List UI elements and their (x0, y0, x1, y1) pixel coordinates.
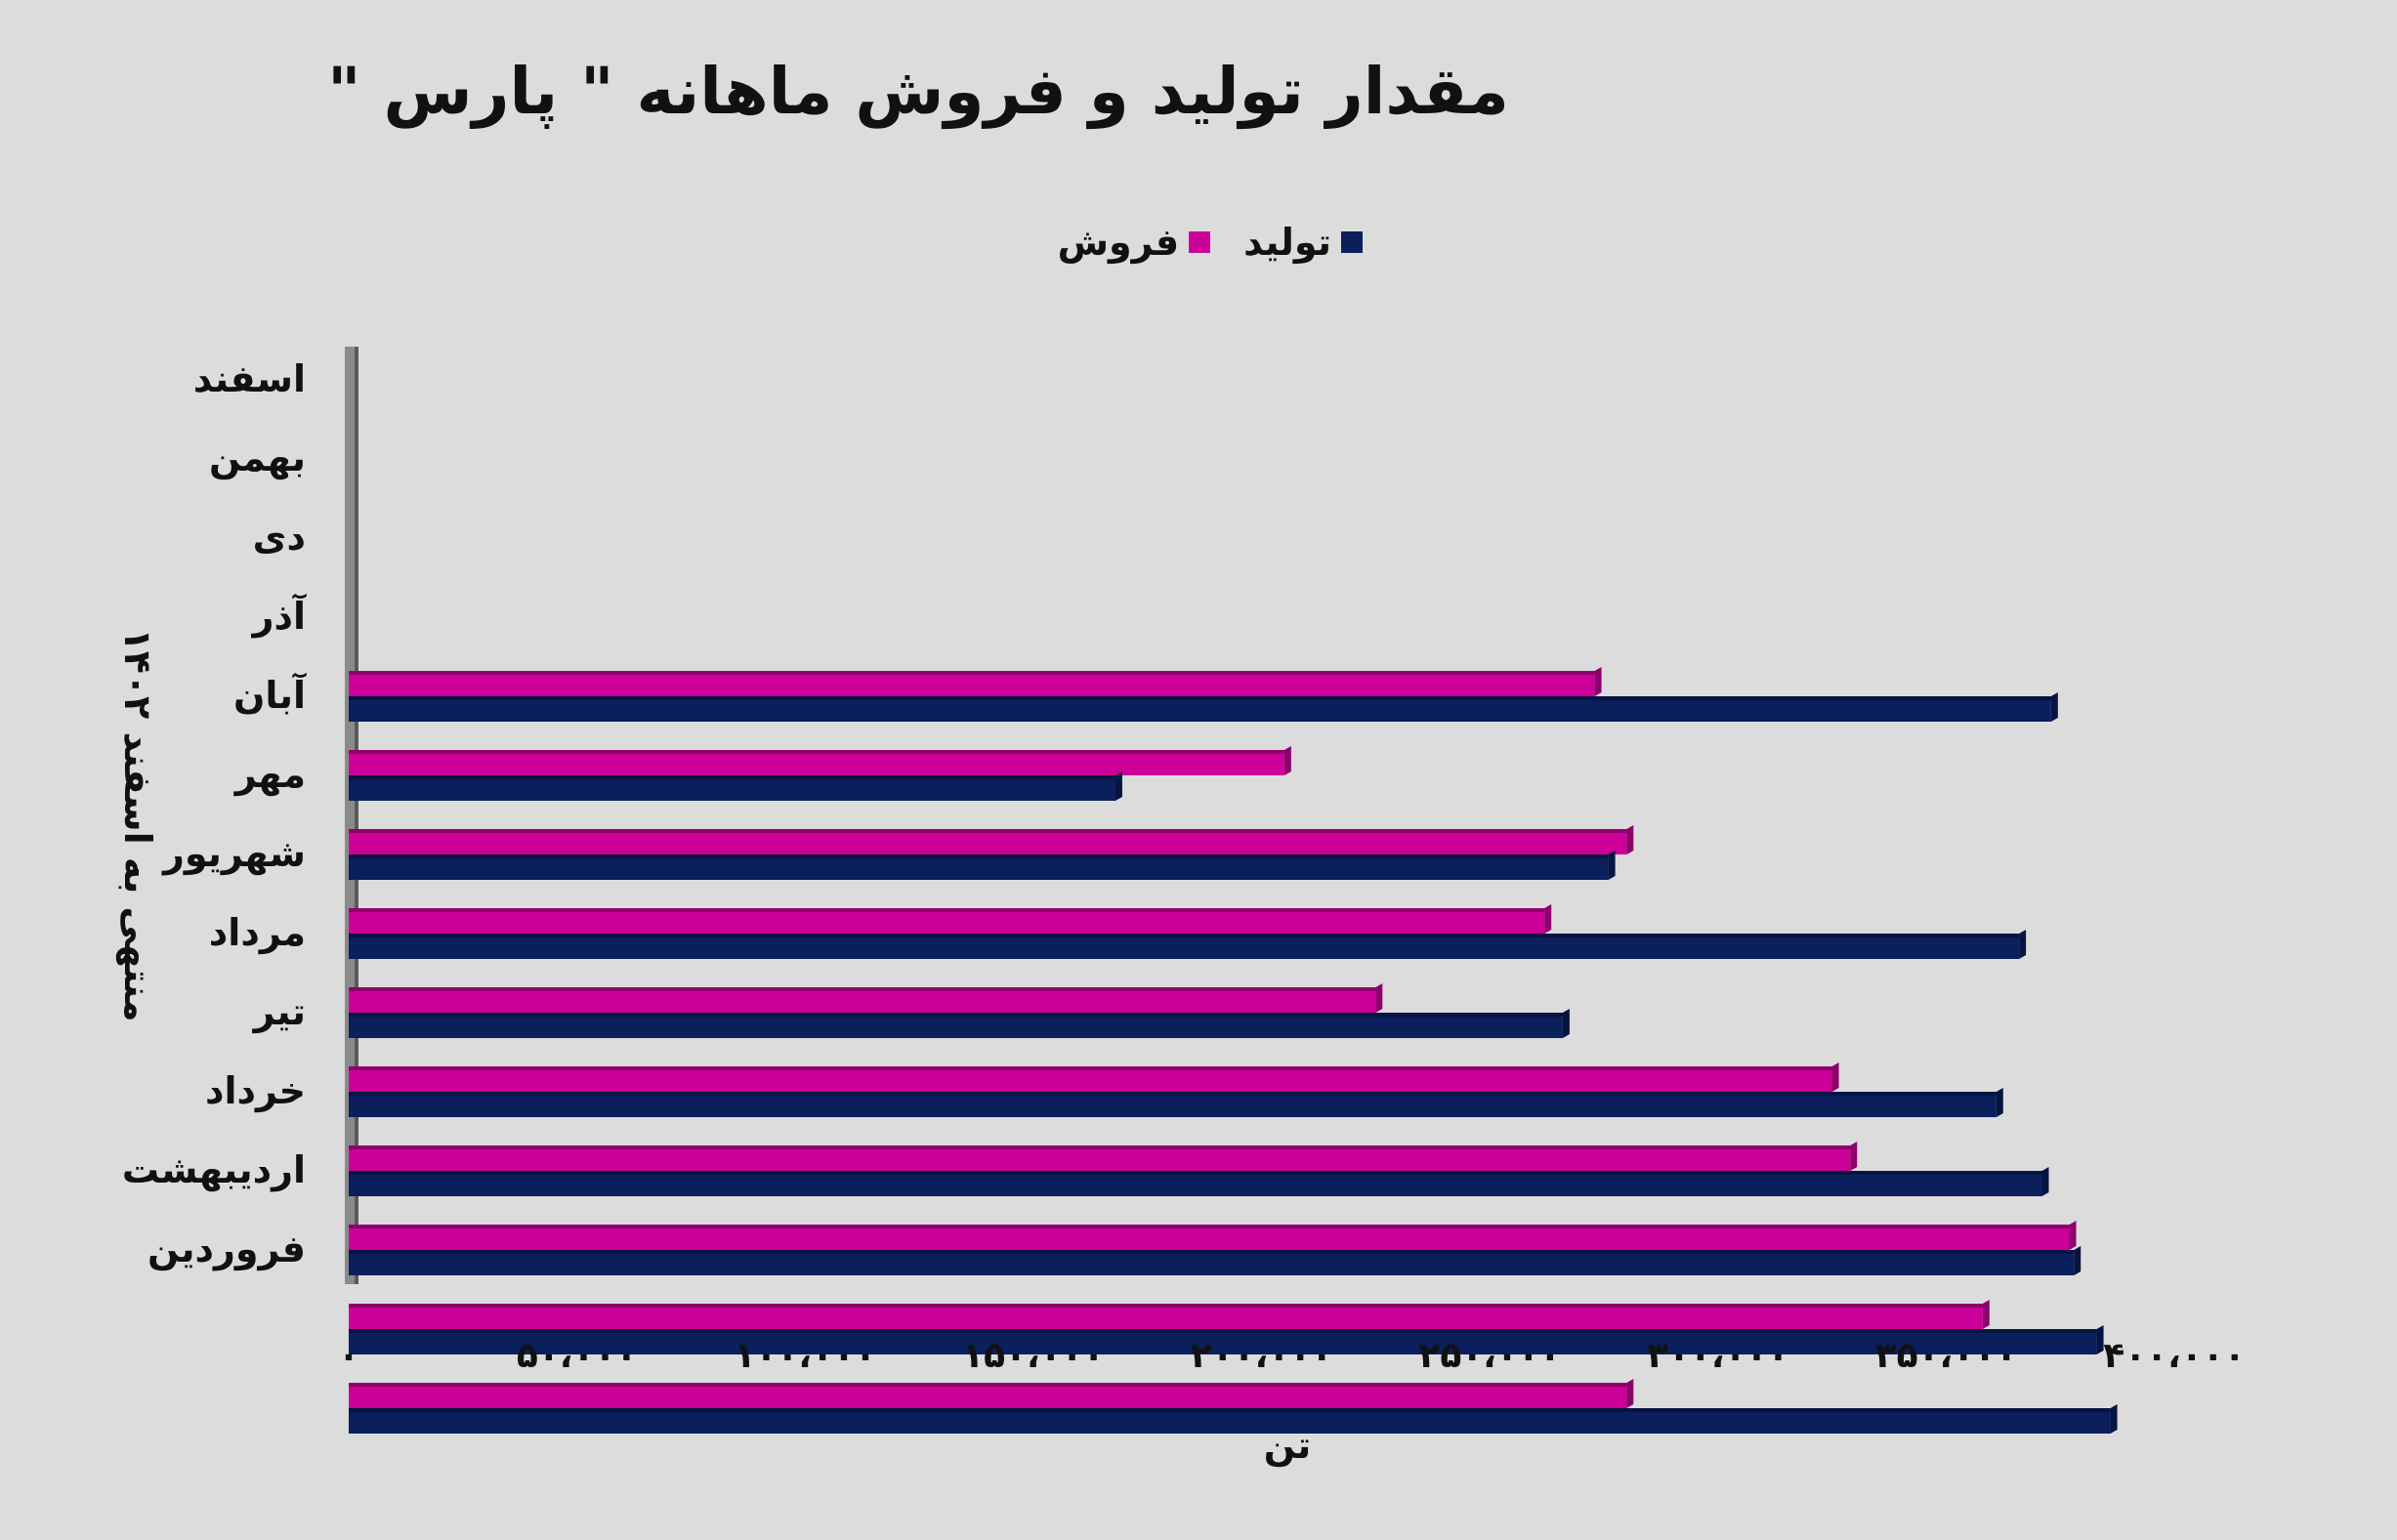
x-tick-label: ۱۰۰،۰۰۰ (734, 1336, 876, 1376)
legend-label-sales: فروش (1057, 221, 1180, 264)
legend-label-production: تولید (1243, 221, 1331, 264)
legend: تولید فروش (1050, 213, 1363, 271)
bar-sales-7 (349, 1062, 1839, 1092)
category-label: اردیبهشت (122, 1148, 306, 1191)
legend-item-sales: فروش (1058, 221, 1211, 264)
bar-sales-4 (349, 825, 1634, 854)
bar-sales-5 (349, 904, 1552, 934)
axis-wall (345, 347, 358, 1284)
category-label: مرداد (209, 911, 306, 954)
category-label: شهریور (161, 832, 306, 875)
bar-sales-2 (349, 667, 1602, 696)
bar-production-11 (349, 1404, 2118, 1434)
x-tick-label: ۴۰۰،۰۰۰ (2103, 1336, 2246, 1376)
bar-sales-11 (349, 1379, 1634, 1408)
x-tick-label: ۳۰۰،۰۰۰ (1647, 1336, 1789, 1376)
category-label: تیر (252, 990, 306, 1033)
bar-production-6 (349, 1009, 1570, 1038)
x-tick-labels: ۰ ۵۰،۰۰۰ ۱۰۰،۰۰۰ ۱۵۰،۰۰۰ ۲۰۰،۰۰۰ ۲۵۰،۰۰۰ ۳۰۰،۰… (338, 1336, 2246, 1376)
category-labels: اسفند بهمن دی آذر آبان مهر شهریور مرداد تیر خرداد… (122, 357, 307, 1271)
category-label: خرداد (205, 1069, 306, 1112)
bar-sales-3 (349, 746, 1291, 775)
bar-sales-9 (349, 1221, 2077, 1250)
bar-production-10 (349, 1325, 2104, 1354)
bar-production-2 (349, 692, 2058, 722)
category-label: فروردین (147, 1228, 306, 1271)
bar-sales-10 (349, 1300, 1990, 1329)
category-label: آبان (233, 672, 307, 717)
category-label: مهر (233, 753, 306, 796)
chart-title: مقدار تولید و فروش ماهانه " پارس " (327, 54, 1509, 129)
x-tick-label: ۱۵۰،۰۰۰ (962, 1336, 1105, 1376)
bar-production-7 (349, 1088, 2003, 1117)
legend-swatch-production (1341, 231, 1363, 253)
bars-group (349, 667, 2118, 1434)
x-tick-label: ۰ (338, 1336, 359, 1376)
axis-wall-face (345, 347, 355, 1284)
bar-sales-8 (349, 1142, 1858, 1171)
x-tick-label: ۲۰۰،۰۰۰ (1191, 1336, 1333, 1376)
legend-swatch-sales (1189, 231, 1211, 253)
bar-sales-6 (349, 983, 1383, 1013)
x-tick-label: ۵۰،۰۰۰ (517, 1336, 638, 1376)
x-axis-title: تن (1264, 1424, 1311, 1467)
bar-production-4 (349, 851, 1616, 880)
x-tick-label: ۳۵۰،۰۰۰ (1875, 1336, 2018, 1376)
bar-production-8 (349, 1167, 2049, 1196)
legend-item-production: تولید (1243, 221, 1363, 264)
bar-production-3 (349, 771, 1122, 801)
bar-production-9 (349, 1246, 2082, 1275)
axis-wall-edge (355, 347, 358, 1284)
bar-production-5 (349, 930, 2027, 959)
category-label: اسفند (193, 357, 306, 400)
category-label: دی (253, 516, 306, 559)
category-label: بهمن (209, 437, 306, 479)
x-tick-label: ۲۵۰،۰۰۰ (1418, 1336, 1561, 1376)
category-label: آذر (251, 593, 307, 638)
y-axis-title: منتهی به اسفند ۱۴۰۲ (116, 628, 159, 1021)
